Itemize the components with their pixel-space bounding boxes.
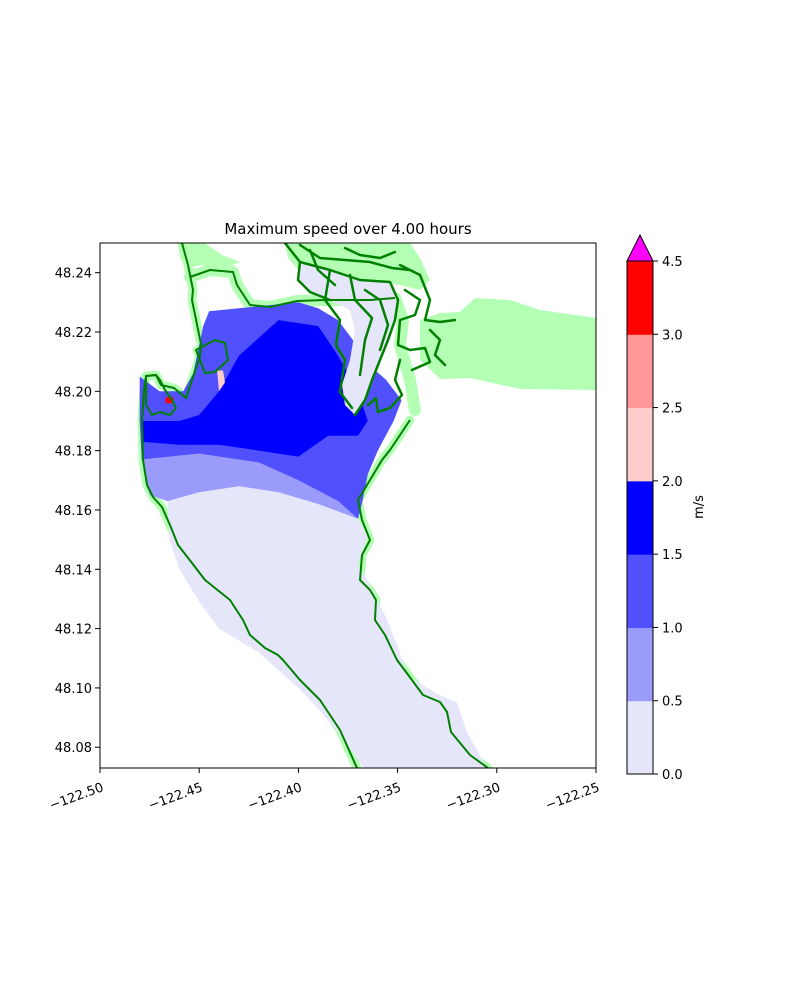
shoreline-layer: [141, 243, 489, 768]
shoreline-west: [141, 243, 358, 768]
y-tick-label: 48.14: [55, 563, 92, 578]
x-axis: −122.50 −122.45 −122.40 −122.35 −122.30 −122.…: [48, 768, 602, 814]
y-tick-label: 48.24: [55, 267, 92, 282]
colorbar-segment: [627, 700, 653, 775]
chart-title: Maximum speed over 4.00 hours: [224, 220, 472, 238]
shoreline-north: [189, 269, 396, 308]
y-tick-label: 48.20: [55, 385, 92, 400]
region-low-speed-0-0.5: [167, 486, 487, 768]
colorbar: 0.0 0.5 1.0 1.5 2.0 2.5 3.0 4.5: [626, 233, 683, 783]
colorbar-tick-label: 2.0: [662, 475, 683, 490]
colorbar-tick-label: 3.0: [662, 328, 683, 343]
y-axis: 48.08 48.10 48.12 48.14 48.16 48.18 48.20 48.22…: [55, 267, 100, 756]
x-tick-label: −122.30: [444, 780, 502, 813]
colorbar-tick-label: 4.5: [662, 255, 683, 270]
colorbar-segment: [627, 261, 653, 335]
colorbar-tick-label: 2.5: [662, 402, 683, 417]
y-tick-label: 48.12: [55, 623, 92, 638]
y-tick-label: 48.10: [55, 682, 92, 697]
x-tick-label: −122.40: [246, 780, 304, 813]
x-tick-label: −122.50: [48, 780, 106, 813]
shoreline-delta-channels: [283, 243, 457, 417]
land-buffer-upper-delta: [285, 243, 430, 290]
x-tick-label: −122.45: [147, 780, 205, 813]
colorbar-segment: [627, 627, 653, 702]
region-speed-0.5-1.0: [141, 453, 358, 519]
colorbar-tick-label: 0.0: [662, 768, 683, 783]
plot-frame: [99, 242, 597, 769]
map-area: [137, 243, 596, 768]
shoreline-inlet: [145, 374, 177, 416]
colorbar-segment: [627, 407, 653, 482]
colorbar-tick-label: 0.5: [662, 695, 683, 710]
colorbar-tick-label: 1.5: [662, 548, 683, 563]
x-tick-label: −122.25: [544, 780, 602, 813]
colorbar-extend-arrow: [626, 233, 654, 262]
y-tick-label: 48.16: [55, 504, 92, 519]
colorbar-segment: [627, 334, 653, 409]
y-tick-label: 48.08: [55, 741, 92, 756]
colorbar-frame: [626, 260, 654, 775]
region-speed-2.0-2.5: [217, 370, 225, 392]
colorbar-segment: [627, 554, 653, 628]
x-tick-label: −122.35: [345, 780, 403, 813]
colorbar-tick-label: 1.0: [662, 621, 683, 636]
shoreline-east: [357, 419, 489, 768]
y-tick-label: 48.18: [55, 445, 92, 460]
colorbar-segment: [627, 480, 653, 555]
land-buffer-northwest: [178, 243, 240, 268]
y-tick-label: 48.22: [55, 326, 92, 341]
speed-regions: [139, 302, 487, 768]
shoreline-island: [195, 339, 229, 374]
region-speed-1.5-2.0: [141, 320, 368, 457]
land-buffer-delta-plume: [420, 298, 596, 390]
colorbar-label: m/s: [692, 495, 707, 519]
